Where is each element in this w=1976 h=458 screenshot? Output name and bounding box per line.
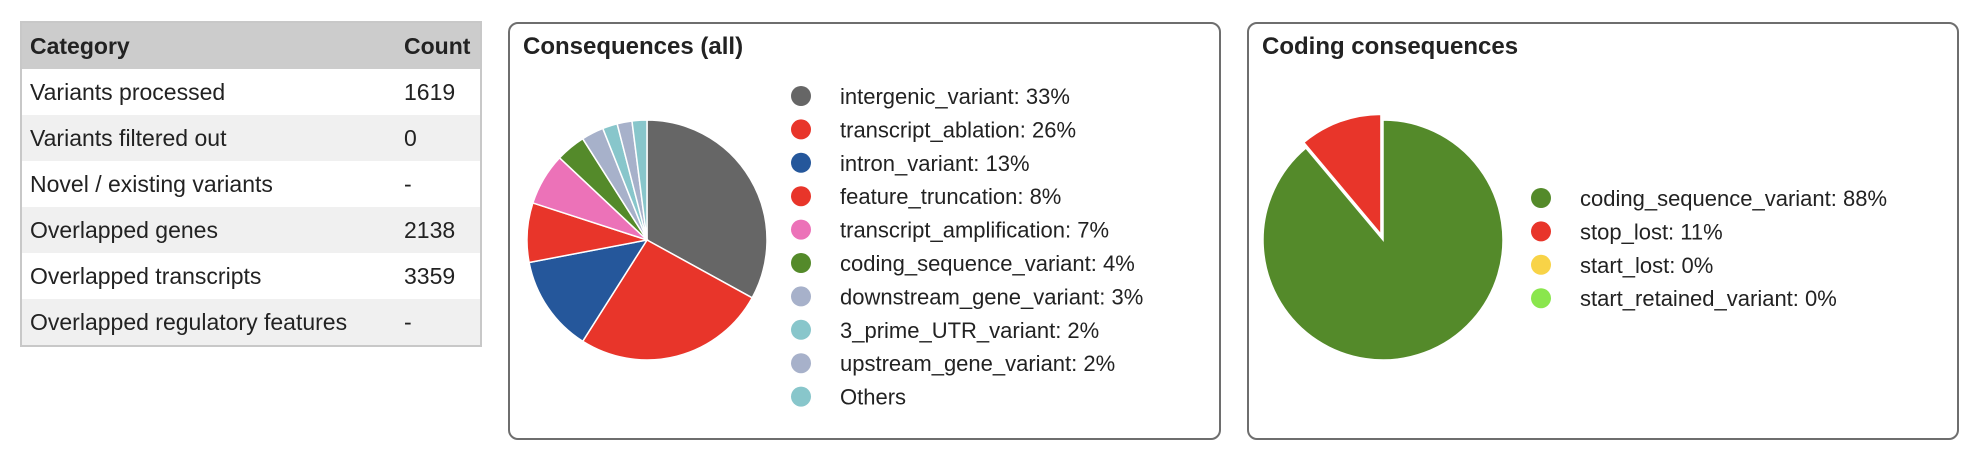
legend-label: downstream_gene_variant: 3%: [840, 284, 1143, 309]
consequences-all-pie-chart: intergenic_variant: 33% transcript_ablati…: [526, 84, 1143, 410]
row-count: 3359: [396, 253, 481, 299]
pie-slice[interactable]: [631, 119, 648, 241]
legend-label: 3_prime_UTR_variant: 2%: [840, 318, 1099, 343]
coding-consequences-pie-chart: coding_sequence_variant: 88% stop_lost: 1…: [1262, 113, 1887, 361]
pie-slice[interactable]: [1262, 119, 1504, 361]
legend-swatch: [791, 319, 811, 340]
pie-slices: [526, 119, 768, 361]
legend-swatch: [791, 186, 811, 207]
row-count: 0: [396, 115, 481, 161]
legend-swatch: [791, 253, 811, 273]
row-category: Overlapped genes: [21, 207, 396, 253]
legend-label: intron_variant: 13%: [840, 151, 1030, 176]
legend-label: coding_sequence_variant: 4%: [840, 251, 1135, 276]
legend-swatch: [791, 119, 811, 140]
legend-label: transcript_amplification: 7%: [840, 218, 1109, 243]
legend-label: upstream_gene_variant: 2%: [840, 351, 1115, 376]
legend-label: intergenic_variant: 33%: [840, 84, 1070, 109]
row-count: 2138: [396, 207, 481, 253]
pie-slice[interactable]: [1302, 113, 1382, 237]
pie-slice[interactable]: [581, 239, 754, 361]
table-row: Overlapped regulatory features -: [21, 299, 481, 346]
table-row: Overlapped genes 2138: [21, 207, 481, 253]
coding-consequences-chart-panel: Coding consequences coding_sequence_vari…: [1247, 22, 1959, 440]
chart-legend: intergenic_variant: 33% transcript_ablati…: [791, 84, 1143, 410]
legend-swatch: [1531, 254, 1551, 275]
legend-label: coding_sequence_variant: 88%: [1580, 186, 1887, 211]
table-row: Novel / existing variants -: [21, 161, 481, 207]
column-header-category: Category: [21, 22, 396, 69]
table-row: Overlapped transcripts 3359: [21, 253, 481, 299]
row-category: Variants filtered out: [21, 115, 396, 161]
pie-slice[interactable]: [646, 119, 768, 299]
table-header-row: Category Count: [21, 22, 481, 69]
legend-swatch: [791, 219, 811, 240]
legend-swatch: [791, 286, 811, 307]
summary-stats-table: Category Count Variants processed 1619 V…: [20, 21, 482, 347]
chart-legend: coding_sequence_variant: 88% stop_lost: 1…: [1531, 186, 1887, 311]
legend-swatch: [1531, 288, 1551, 309]
row-category: Variants processed: [21, 69, 396, 115]
row-category: Novel / existing variants: [21, 161, 396, 207]
legend-label: stop_lost: 11%: [1580, 219, 1723, 244]
legend-swatch: [791, 152, 811, 173]
legend-swatch: [1531, 221, 1551, 242]
consequences-all-chart-panel: Consequences (all) intergenic_variant: 3…: [508, 22, 1221, 440]
row-category: Overlapped regulatory features: [21, 299, 396, 346]
legend-label: transcript_ablation: 26%: [840, 117, 1076, 142]
legend-label: Others: [840, 385, 906, 410]
pie-slices: [1262, 113, 1504, 361]
legend-swatch: [791, 86, 811, 106]
table-row: Variants processed 1619: [21, 69, 481, 115]
legend-label: start_retained_variant: 0%: [1580, 286, 1837, 311]
chart-title: Coding consequences: [1262, 33, 1519, 60]
row-count: -: [396, 161, 481, 207]
pie-slice[interactable]: [528, 238, 649, 343]
legend-swatch: [791, 353, 811, 374]
row-category: Overlapped transcripts: [21, 253, 396, 299]
chart-title: Consequences (all): [523, 33, 744, 60]
legend-label: feature_truncation: 8%: [840, 184, 1061, 209]
table-row: Variants filtered out 0: [21, 115, 481, 161]
legend-swatch: [791, 386, 811, 407]
row-count: 1619: [396, 69, 481, 115]
row-count: -: [396, 299, 481, 346]
legend-label: start_lost: 0%: [1580, 253, 1713, 278]
column-header-count: Count: [396, 22, 481, 69]
legend-swatch: [1531, 188, 1551, 208]
